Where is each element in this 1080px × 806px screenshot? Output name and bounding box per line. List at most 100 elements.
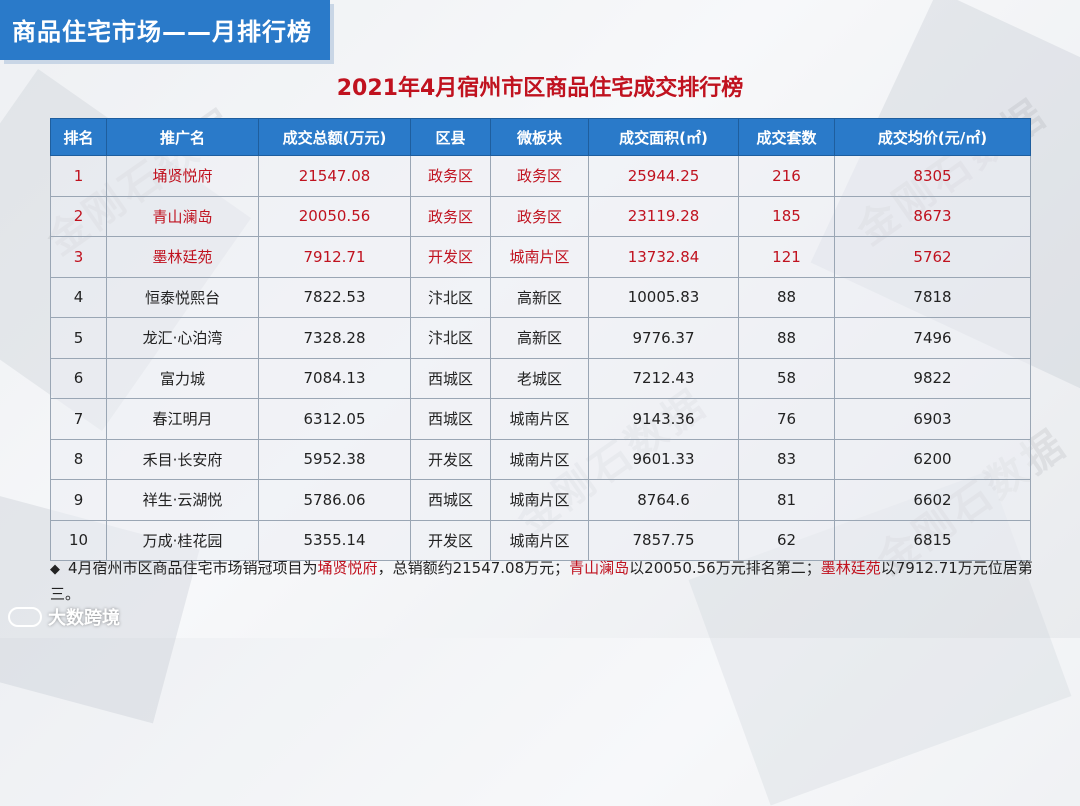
table-row: 1 埇贤悦府 21547.08 政务区 政务区 25944.25 216 8305 xyxy=(50,155,1031,197)
table-cell: 7212.43 xyxy=(588,357,739,399)
ranking-table: 排名 推广名 成交总额(万元) 区县 微板块 成交面积(㎡) 成交套数 成交均价… xyxy=(50,118,1031,561)
table-cell: 禾目·长安府 xyxy=(106,438,259,480)
table-row: 10 万成·桂花园 5355.14 开发区 城南片区 7857.75 62 6815 xyxy=(50,519,1031,561)
table-cell: 7857.75 xyxy=(588,519,739,561)
table-cell: 埇贤悦府 xyxy=(106,155,259,197)
table-cell: 6 xyxy=(50,357,107,399)
table-cell: 万成·桂花园 xyxy=(106,519,259,561)
table-row: 6 富力城 7084.13 西城区 老城区 7212.43 58 9822 xyxy=(50,357,1031,399)
table-row: 7 春江明月 6312.05 西城区 城南片区 9143.36 76 6903 xyxy=(50,398,1031,440)
summary-text: 4月宿州市区商品住宅市场销冠项目为 xyxy=(68,559,318,577)
brand-logo: 大数跨境 xyxy=(8,604,120,630)
table-cell: 7496 xyxy=(834,317,1031,359)
table-cell: 青山澜岛 xyxy=(106,195,259,237)
header-banner: 商品住宅市场——月排行榜 xyxy=(0,0,330,60)
table-cell: 185 xyxy=(738,195,835,237)
table-cell: 高新区 xyxy=(490,276,589,318)
column-header: 微板块 xyxy=(490,118,589,156)
column-header: 成交均价(元/㎡) xyxy=(834,118,1031,156)
table-row: 8 禾目·长安府 5952.38 开发区 城南片区 9601.33 83 6200 xyxy=(50,438,1031,480)
table-cell: 墨林廷苑 xyxy=(106,236,259,278)
table-cell: 76 xyxy=(738,398,835,440)
logo-text: 大数跨境 xyxy=(48,608,120,629)
table-title: 2021年4月宿州市区商品住宅成交排行榜 xyxy=(336,76,744,101)
table-cell: 8 xyxy=(50,438,107,480)
table-cell: 21547.08 xyxy=(258,155,411,197)
table-cell: 9776.37 xyxy=(588,317,739,359)
table-cell: 城南片区 xyxy=(490,438,589,480)
table-cell: 9601.33 xyxy=(588,438,739,480)
table-cell: 政务区 xyxy=(410,195,491,237)
table-row: 4 恒泰悦熙台 7822.53 汴北区 高新区 10005.83 88 7818 xyxy=(50,276,1031,318)
table-cell: 西城区 xyxy=(410,357,491,399)
table-cell: 9 xyxy=(50,479,107,521)
table-cell: 121 xyxy=(738,236,835,278)
table-cell: 政务区 xyxy=(410,155,491,197)
table-cell: 西城区 xyxy=(410,479,491,521)
summary-text: 以7912.71万元位居第三。 xyxy=(50,559,1033,603)
summary-text: ，总销额约21547.08万元； xyxy=(377,559,570,577)
summary-note: ◆ 4月宿州市区商品住宅市场销冠项目为埇贤悦府，总销额约21547.08万元；青山… xyxy=(50,556,1040,606)
table-cell: 5952.38 xyxy=(258,438,411,480)
table-cell: 高新区 xyxy=(490,317,589,359)
table-cell: 政务区 xyxy=(490,155,589,197)
table-cell: 7818 xyxy=(834,276,1031,318)
table-cell: 83 xyxy=(738,438,835,480)
summary-highlight: 埇贤悦府 xyxy=(317,559,378,577)
table-cell: 3 xyxy=(50,236,107,278)
table-cell: 开发区 xyxy=(410,438,491,480)
table-header-row: 排名 推广名 成交总额(万元) 区县 微板块 成交面积(㎡) 成交套数 成交均价… xyxy=(50,118,1031,156)
table-cell: 7912.71 xyxy=(258,236,411,278)
column-header: 推广名 xyxy=(106,118,259,156)
table-cell: 1 xyxy=(50,155,107,197)
table-cell: 5355.14 xyxy=(258,519,411,561)
table-cell: 春江明月 xyxy=(106,398,259,440)
table-cell: 2 xyxy=(50,195,107,237)
table-cell: 政务区 xyxy=(490,195,589,237)
table-cell: 6602 xyxy=(834,479,1031,521)
summary-highlight: 青山澜岛 xyxy=(569,559,630,577)
table-cell: 西城区 xyxy=(410,398,491,440)
table-cell: 58 xyxy=(738,357,835,399)
table-cell: 5786.06 xyxy=(258,479,411,521)
table-cell: 8673 xyxy=(834,195,1031,237)
summary-highlight: 墨林廷苑 xyxy=(820,559,881,577)
column-header: 成交套数 xyxy=(738,118,835,156)
table-cell: 富力城 xyxy=(106,357,259,399)
table-cell: 7822.53 xyxy=(258,276,411,318)
table-row: 3 墨林廷苑 7912.71 开发区 城南片区 13732.84 121 5762 xyxy=(50,236,1031,278)
table-row: 9 祥生·云湖悦 5786.06 西城区 城南片区 8764.6 81 6602 xyxy=(50,479,1031,521)
table-cell: 6312.05 xyxy=(258,398,411,440)
table-cell: 7328.28 xyxy=(258,317,411,359)
table-cell: 88 xyxy=(738,317,835,359)
table-cell: 恒泰悦熙台 xyxy=(106,276,259,318)
table-cell: 开发区 xyxy=(410,519,491,561)
table-cell: 8764.6 xyxy=(588,479,739,521)
column-header: 排名 xyxy=(50,118,107,156)
table-row: 2 青山澜岛 20050.56 政务区 政务区 23119.28 185 8673 xyxy=(50,195,1031,237)
table-cell: 9143.36 xyxy=(588,398,739,440)
table-cell: 25944.25 xyxy=(588,155,739,197)
table-cell: 20050.56 xyxy=(258,195,411,237)
table-cell: 10005.83 xyxy=(588,276,739,318)
table-cell: 7 xyxy=(50,398,107,440)
table-cell: 81 xyxy=(738,479,835,521)
table-cell: 城南片区 xyxy=(490,519,589,561)
table-cell: 城南片区 xyxy=(490,236,589,278)
table-cell: 8305 xyxy=(834,155,1031,197)
table-cell: 13732.84 xyxy=(588,236,739,278)
table-cell: 龙汇·心泊湾 xyxy=(106,317,259,359)
table-cell: 88 xyxy=(738,276,835,318)
table-cell: 城南片区 xyxy=(490,479,589,521)
table-cell: 开发区 xyxy=(410,236,491,278)
table-cell: 216 xyxy=(738,155,835,197)
table-cell: 祥生·云湖悦 xyxy=(106,479,259,521)
table-cell: 汴北区 xyxy=(410,276,491,318)
column-header: 成交总额(万元) xyxy=(258,118,411,156)
table-cell: 4 xyxy=(50,276,107,318)
table-cell: 7084.13 xyxy=(258,357,411,399)
table-cell: 10 xyxy=(50,519,107,561)
table-cell: 5 xyxy=(50,317,107,359)
table-cell: 6815 xyxy=(834,519,1031,561)
table-cell: 23119.28 xyxy=(588,195,739,237)
